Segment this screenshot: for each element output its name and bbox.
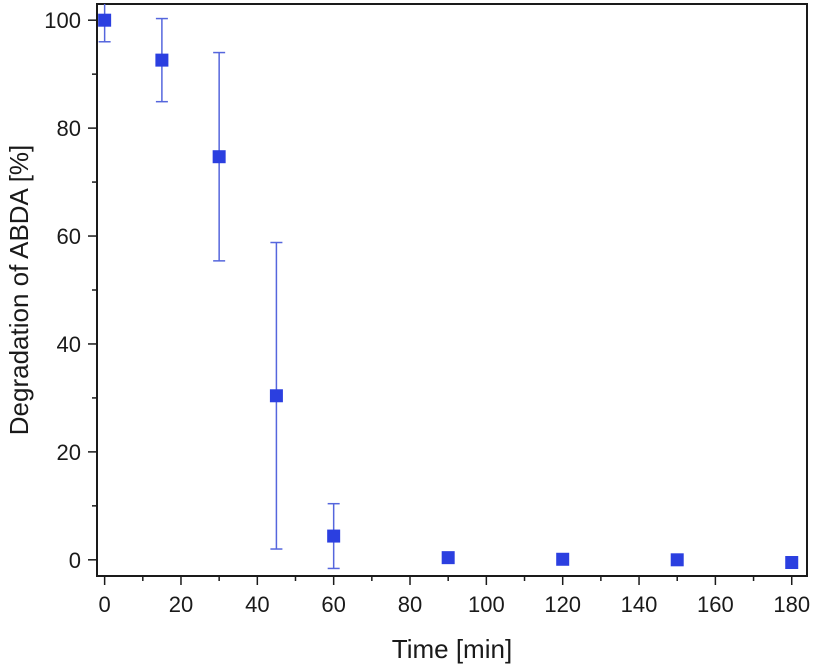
x-tick-label: 0: [99, 592, 111, 617]
y-tick-label: 60: [57, 224, 81, 249]
error-bars: [98, 4, 340, 570]
x-tick-label: 120: [544, 592, 581, 617]
y-tick-label: 0: [69, 548, 81, 573]
y-tick-label: 80: [57, 116, 81, 141]
data-point: [155, 53, 169, 67]
x-tick-label: 80: [398, 592, 422, 617]
y-axis-title: Degradation of ABDA [%]: [4, 145, 34, 436]
x-tick-label: 20: [169, 592, 193, 617]
data-point: [327, 529, 341, 543]
x-tick-label: 100: [468, 592, 505, 617]
x-tick-label: 180: [773, 592, 810, 617]
x-axis: 0 20 40 60 80 100 120 140 160 180: [99, 576, 810, 617]
data-point: [785, 556, 799, 570]
y-tick-label: 20: [57, 440, 81, 465]
data-point: [269, 389, 283, 403]
plot-frame: [96, 3, 808, 577]
y-tick-label: 40: [57, 332, 81, 357]
x-tick-label: 40: [245, 592, 269, 617]
y-tick-label: 100: [44, 8, 81, 33]
data-markers: [98, 13, 799, 570]
data-point: [556, 552, 570, 566]
x-tick-label: 60: [321, 592, 345, 617]
data-point: [441, 551, 455, 565]
x-tick-label: 160: [697, 592, 734, 617]
data-point: [212, 150, 226, 164]
y-axis: 0 20 40 60 80 100: [44, 8, 97, 573]
data-point: [98, 13, 112, 27]
data-point: [670, 553, 684, 567]
x-axis-title: Time [min]: [392, 634, 512, 664]
x-tick-label: 140: [621, 592, 658, 617]
